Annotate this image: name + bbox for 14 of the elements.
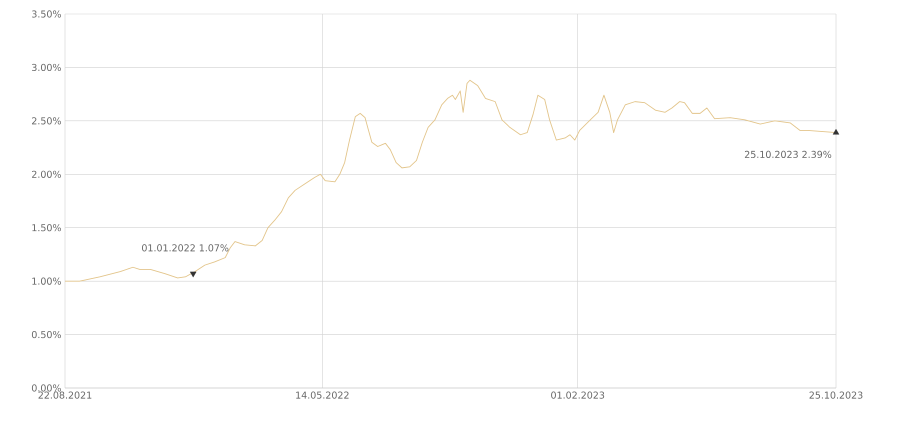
y-tick-label: 2.50% <box>32 117 61 124</box>
y-tick-label: 0.00% <box>32 384 61 392</box>
x-tick-label: 25.10.2023 <box>810 392 862 399</box>
x-tick-label: 14.05.2022 <box>296 392 349 399</box>
x-tick-label: 22.08.2021 <box>38 392 92 399</box>
y-tick-label: 2.00% <box>32 170 61 178</box>
x-tick-label: 01.02.2023 <box>551 392 604 399</box>
y-tick-label: 1.50% <box>32 224 61 232</box>
annotation: 01.01.2022 1.07% <box>142 244 228 252</box>
y-tick-label: 3.00% <box>32 64 61 72</box>
annotation: 25.10.2023 2.39% <box>744 150 832 158</box>
y-tick-label: 0.50% <box>32 330 61 338</box>
y-tick-label: 3.50% <box>32 10 61 18</box>
y-tick-label: 1.00% <box>32 278 61 285</box>
